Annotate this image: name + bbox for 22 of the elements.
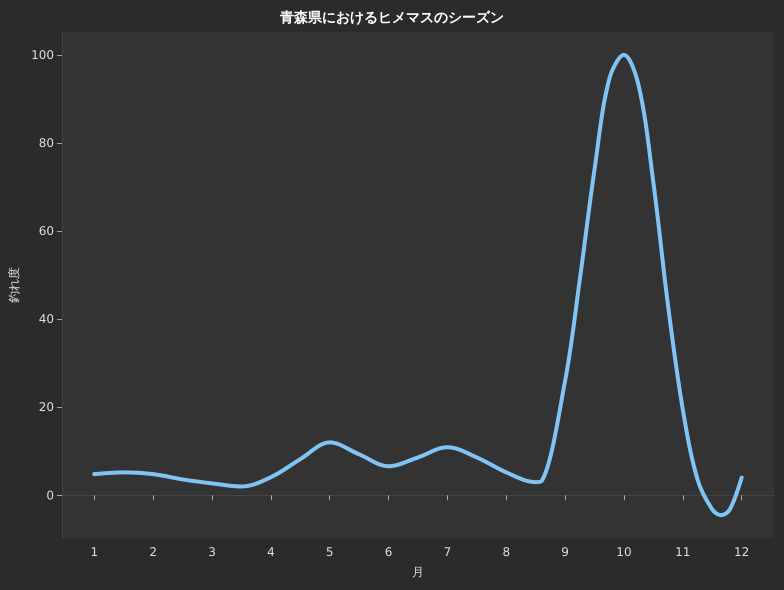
- y-tick-label: 60: [38, 224, 54, 238]
- x-tick-label: 11: [675, 545, 690, 559]
- x-tick-label: 9: [561, 545, 569, 559]
- x-tick-label: 1: [90, 545, 98, 559]
- y-tick-label: 80: [38, 136, 54, 150]
- x-tick-label: 4: [267, 545, 275, 559]
- x-axis-title: 月: [412, 565, 424, 579]
- chart-title: 青森県におけるヒメマスのシーズン: [279, 10, 504, 26]
- x-tick-label: 5: [326, 545, 334, 559]
- y-axis-title: 釣れ度: [7, 267, 22, 303]
- y-tick-label: 100: [31, 48, 54, 62]
- line-series: [92, 52, 744, 518]
- x-tick-label: 2: [149, 545, 158, 559]
- y-tick-label: 40: [38, 312, 54, 326]
- x-tick-label: 7: [444, 545, 452, 559]
- x-tick-label: 12: [734, 545, 750, 559]
- y-tick-label: 0: [46, 488, 54, 502]
- x-tick-label: 10: [616, 545, 632, 559]
- x-tick-label: 8: [502, 545, 510, 559]
- y-tick-label: 20: [38, 400, 54, 414]
- x-tick-label: 6: [384, 545, 392, 559]
- x-tick-label: 3: [208, 545, 216, 559]
